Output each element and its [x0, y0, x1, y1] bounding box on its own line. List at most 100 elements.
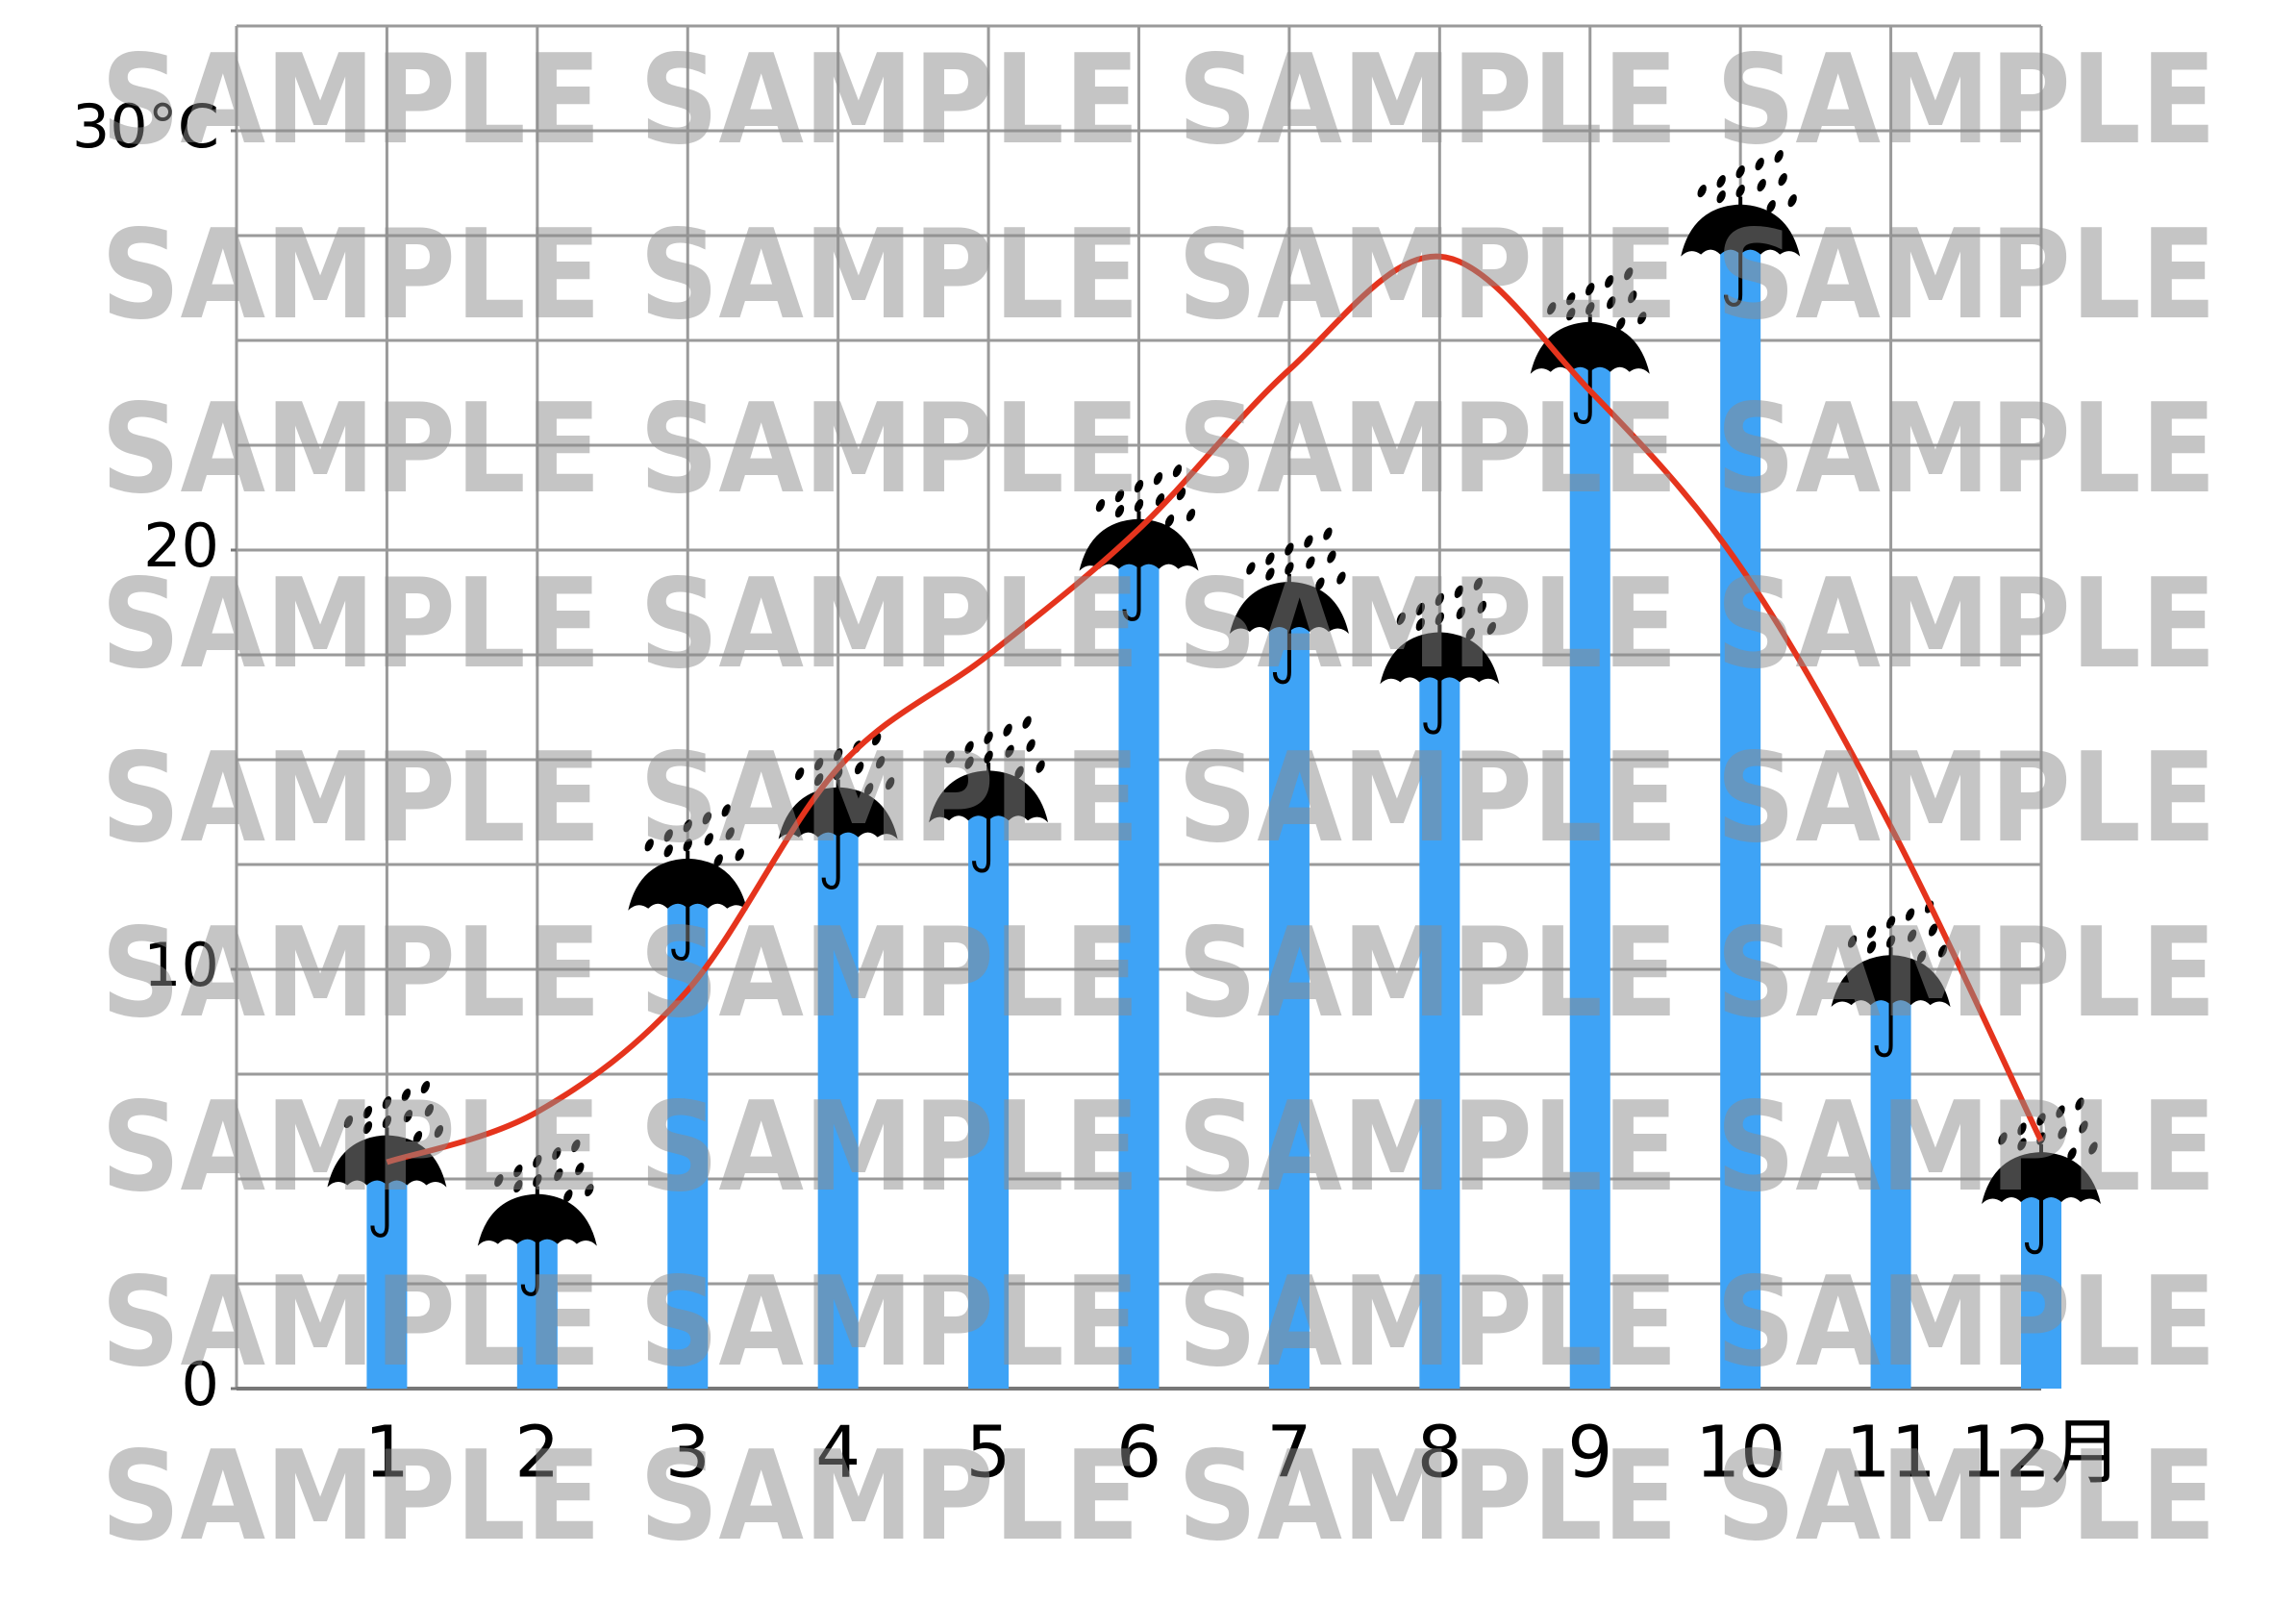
rain-drop — [1164, 514, 1175, 528]
rain-drop — [663, 844, 673, 858]
rain-drop — [513, 1165, 523, 1178]
rain-drop — [1246, 562, 1256, 575]
rain-drop — [382, 1095, 392, 1110]
rain-drop — [2036, 1113, 2046, 1126]
rain-drop — [571, 1140, 581, 1153]
rain-drop — [401, 1088, 412, 1102]
labels: 0 10 20 30°C 1 2 3 4 5 6 7 8 9 10 11 12月 — [72, 91, 2122, 1493]
rain-drop — [1036, 760, 1045, 773]
rain-drop — [683, 839, 692, 852]
bar — [1720, 231, 1761, 1389]
umbrella-handle — [1122, 511, 1141, 621]
rain-drop — [434, 1124, 444, 1139]
rain-drop — [1486, 621, 1497, 635]
rain-drop — [813, 758, 824, 771]
rain-drop — [1415, 617, 1426, 631]
rain-drop — [1435, 592, 1445, 606]
rain-drop — [1697, 185, 1707, 198]
x-tick-label: 10 — [1695, 1412, 1785, 1494]
rain-drop — [585, 1184, 594, 1197]
x-tick-label: 7 — [1266, 1412, 1311, 1494]
x-tick-label: 12月 — [1960, 1412, 2122, 1494]
bar — [1118, 545, 1160, 1389]
rain-drop — [1585, 283, 1595, 296]
rain-drop — [1323, 527, 1333, 540]
rain-drop — [1327, 550, 1336, 564]
rain-drop — [1716, 175, 1726, 188]
rain-drop — [964, 740, 974, 754]
rain-drop — [1774, 150, 1784, 163]
rain-drop — [1778, 173, 1787, 187]
watermark: SAMPLE SAMPLE SAMPLE SAMPLE — [101, 1076, 2216, 1219]
umbrella-icon — [628, 804, 748, 962]
rain-drop — [945, 750, 955, 764]
rain-drop — [1456, 606, 1466, 619]
umbrella-handle — [1423, 624, 1442, 735]
rain-drop — [1547, 302, 1557, 315]
watermark: SAMPLE SAMPLE SAMPLE SAMPLE — [101, 553, 2216, 696]
rain-drop — [1304, 535, 1313, 548]
rain-drop — [1134, 499, 1144, 513]
rain-drop — [1885, 935, 1896, 948]
rain-drop — [1265, 552, 1275, 565]
rain-drop — [420, 1080, 431, 1094]
rain-drop — [1628, 290, 1637, 304]
rain-drop — [1306, 556, 1315, 569]
watermark: SAMPLE SAMPLE SAMPLE SAMPLE SAMPLE SAMPLE… — [101, 29, 2216, 1568]
umbrella-icon — [1831, 900, 1951, 1058]
x-tick-label: 3 — [665, 1412, 711, 1494]
rain-drop — [2067, 1147, 2077, 1161]
rain-drop — [1003, 723, 1012, 737]
rain-drop — [702, 812, 711, 825]
rain-drop — [1095, 499, 1106, 513]
rain-drop — [885, 777, 895, 790]
x-tick-label: 1 — [364, 1412, 410, 1494]
watermark: SAMPLE SAMPLE SAMPLE SAMPLE — [101, 29, 2216, 172]
rain-drop — [964, 756, 974, 769]
rain-drop — [1022, 715, 1032, 729]
x-tick-label: 5 — [966, 1412, 1011, 1494]
bar — [1268, 609, 1310, 1389]
umbrella-handle — [1573, 313, 1592, 424]
rain-drop — [1005, 744, 1014, 758]
rain-drop — [1396, 612, 1407, 625]
rain-drop — [2017, 1138, 2027, 1151]
rain-drop — [1885, 915, 1896, 929]
rain-drop — [554, 1168, 563, 1182]
rain-drop — [575, 1163, 585, 1176]
rain-drop — [1624, 267, 1634, 281]
rain-drop — [1928, 923, 1938, 937]
umbrella-handle — [1272, 574, 1291, 685]
rain-drop — [704, 833, 713, 846]
y-tick-label: 20 — [143, 511, 219, 581]
bar — [968, 797, 1010, 1389]
rain-drop — [1937, 944, 1948, 958]
rain-drop — [1607, 296, 1616, 310]
rain-drop — [2079, 1120, 2088, 1134]
rain-drop — [1014, 765, 1024, 779]
rain-drop — [403, 1109, 413, 1123]
umbrella-icon — [929, 715, 1049, 873]
bar — [1419, 659, 1460, 1389]
umbrella-icon — [1380, 577, 1500, 735]
watermark: SAMPLE SAMPLE SAMPLE SAMPLE — [101, 727, 2216, 870]
rain-drop — [644, 839, 654, 852]
umbrella-icon — [1681, 150, 1801, 307]
rain-drop — [1787, 194, 1797, 208]
rain-drop — [854, 762, 864, 775]
rain-drop — [1905, 908, 1915, 921]
rain-drop — [424, 1103, 435, 1117]
rain-drop — [1566, 308, 1576, 321]
rain-drop — [1998, 1132, 2008, 1145]
y-tick-label: 0 — [182, 1349, 219, 1419]
rain-drop — [1735, 185, 1745, 198]
rain-drop — [2056, 1105, 2065, 1118]
rain-drop — [663, 829, 673, 842]
rain-drop — [494, 1174, 504, 1188]
line — [386, 253, 2044, 1165]
rain-drop — [1172, 464, 1183, 478]
watermark: SAMPLE SAMPLE SAMPLE SAMPLE — [101, 1251, 2216, 1394]
rain-drop — [1735, 165, 1745, 179]
rain-drop — [1435, 612, 1445, 625]
rain-drop — [1285, 542, 1294, 556]
